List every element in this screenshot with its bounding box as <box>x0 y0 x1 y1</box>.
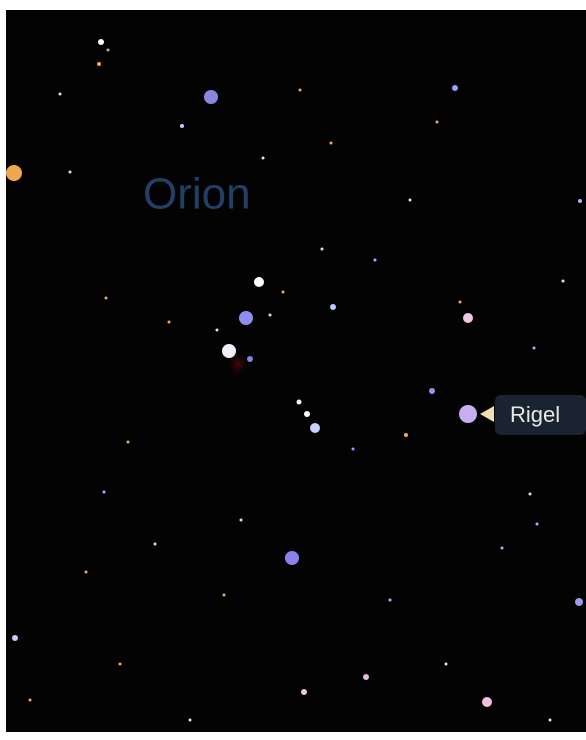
star <box>127 441 130 444</box>
star <box>304 411 310 417</box>
star <box>482 697 492 707</box>
star <box>282 291 285 294</box>
star <box>562 280 565 283</box>
star <box>501 547 504 550</box>
star-label: Rigel <box>510 402 560 427</box>
star <box>97 62 101 66</box>
star <box>119 663 122 666</box>
sky-map: Orion Rigel <box>0 0 586 740</box>
star <box>575 598 583 606</box>
star <box>189 719 192 722</box>
star <box>222 344 236 358</box>
star <box>310 423 320 433</box>
star <box>69 171 72 174</box>
star <box>12 635 18 641</box>
star <box>330 304 336 310</box>
star <box>297 400 302 405</box>
star <box>321 248 324 251</box>
star <box>445 663 448 666</box>
star <box>107 49 110 52</box>
star <box>549 719 552 722</box>
star <box>216 329 219 332</box>
constellation-label: Orion <box>143 170 251 219</box>
star <box>404 433 408 437</box>
star <box>223 594 226 597</box>
star <box>180 124 184 128</box>
star <box>269 314 272 317</box>
star <box>247 356 253 362</box>
star <box>154 543 157 546</box>
star <box>409 199 412 202</box>
star <box>285 551 299 565</box>
star <box>59 93 62 96</box>
star <box>529 493 532 496</box>
star <box>85 571 88 574</box>
star <box>299 89 302 92</box>
star <box>330 142 333 145</box>
star <box>240 519 243 522</box>
star <box>204 90 218 104</box>
star <box>239 311 253 325</box>
star <box>363 674 369 680</box>
star <box>6 165 22 181</box>
star <box>254 277 264 287</box>
star <box>29 699 32 702</box>
star <box>301 689 307 695</box>
star <box>536 523 539 526</box>
star <box>436 121 439 124</box>
star <box>105 297 108 300</box>
star <box>429 388 435 394</box>
star <box>168 321 171 324</box>
page: Orion Rigel (() => { const data = JSON.p… <box>0 0 586 740</box>
star <box>578 199 582 203</box>
star <box>262 157 265 160</box>
star <box>459 301 462 304</box>
star <box>389 599 392 602</box>
star <box>352 448 355 451</box>
star <box>452 85 458 91</box>
star <box>459 405 477 423</box>
star <box>374 259 377 262</box>
sky-background <box>6 10 586 732</box>
rigel-label: Rigel <box>480 395 586 435</box>
star <box>533 347 536 350</box>
star <box>463 313 473 323</box>
star <box>98 39 104 45</box>
star <box>103 491 106 494</box>
